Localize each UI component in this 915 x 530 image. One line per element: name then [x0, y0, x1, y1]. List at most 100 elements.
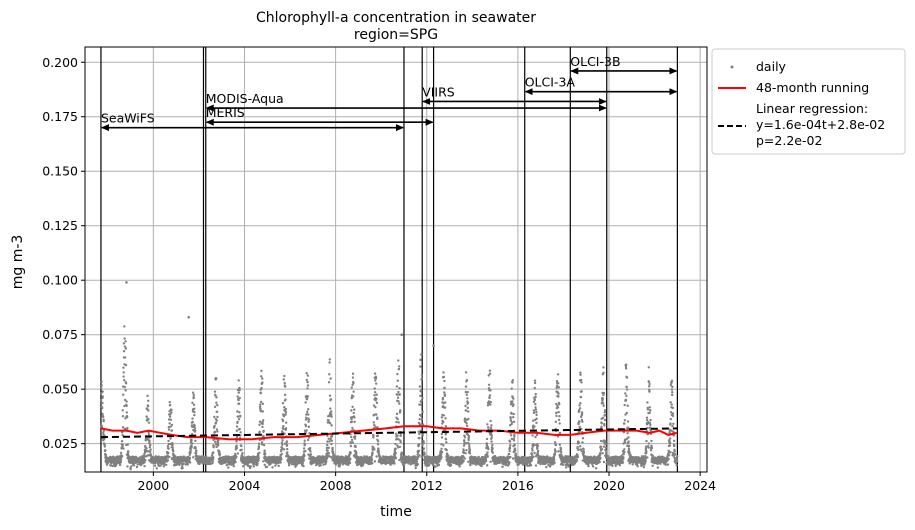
daily-point: [256, 462, 259, 466]
daily-point: [214, 421, 218, 424]
daily-point: [349, 444, 353, 448]
daily-point: [648, 411, 651, 415]
daily-point: [394, 447, 397, 451]
daily-point: [599, 453, 602, 456]
daily-point: [416, 462, 420, 466]
daily-point: [395, 412, 399, 416]
daily-point: [553, 453, 557, 456]
daily-point: [372, 404, 376, 407]
daily-point: [577, 448, 580, 452]
daily-point: [109, 464, 113, 467]
daily-point: [577, 409, 581, 413]
daily-point: [444, 438, 448, 441]
daily-point: [238, 386, 241, 390]
daily-point: [215, 396, 218, 399]
daily-point: [508, 461, 511, 464]
daily-point: [124, 347, 128, 350]
daily-point: [353, 408, 356, 411]
daily-point: [578, 407, 582, 410]
daily-point: [440, 452, 443, 456]
daily-point: [122, 375, 125, 378]
daily-point: [218, 453, 222, 456]
daily-point: [148, 450, 152, 454]
daily-point: [284, 413, 287, 416]
daily-point: [215, 419, 218, 422]
daily-point: [281, 439, 284, 442]
daily-point: [487, 447, 490, 450]
daily-point: [487, 400, 491, 403]
daily-point: [646, 401, 649, 404]
daily-point: [124, 382, 128, 385]
daily-point: [192, 456, 195, 459]
daily-point: [330, 442, 333, 446]
daily-point: [560, 453, 563, 456]
daily-point: [467, 438, 470, 442]
daily-point: [235, 446, 239, 450]
daily-point: [99, 399, 103, 402]
daily-point: [487, 383, 491, 387]
daily-point: [351, 441, 355, 444]
daily-point: [536, 451, 539, 455]
daily-point: [558, 415, 561, 418]
daily-point: [238, 388, 241, 392]
daily-point: [328, 422, 332, 425]
daily-point: [122, 342, 126, 345]
daily-point: [374, 405, 377, 409]
daily-point: [287, 464, 291, 467]
daily-point: [111, 464, 114, 468]
daily-point: [170, 423, 174, 427]
daily-point: [178, 463, 181, 467]
daily-point: [534, 408, 538, 411]
daily-point: [532, 409, 536, 412]
daily-point: [558, 443, 562, 446]
daily-point: [331, 448, 334, 451]
daily-point: [623, 441, 627, 444]
daily-point: [397, 400, 400, 403]
daily-point: [235, 444, 238, 447]
daily-point: [465, 379, 469, 382]
daily-point: [101, 390, 104, 393]
daily-point: [284, 407, 288, 411]
daily-point: [467, 436, 470, 440]
daily-point: [103, 437, 106, 440]
daily-point: [625, 388, 629, 391]
daily-point: [421, 396, 424, 400]
daily-point: [420, 353, 423, 356]
daily-point: [491, 451, 495, 454]
daily-point: [417, 430, 420, 433]
daily-point: [375, 397, 378, 401]
daily-point: [509, 419, 513, 422]
daily-point: [279, 461, 282, 464]
daily-point: [215, 428, 219, 431]
daily-point: [305, 371, 308, 375]
daily-point: [419, 414, 423, 417]
daily-point: [512, 416, 515, 419]
daily-point: [122, 366, 125, 369]
daily-point: [397, 390, 400, 394]
daily-point: [327, 446, 330, 450]
daily-point: [602, 371, 605, 375]
daily-point: [444, 417, 447, 420]
daily-point: [651, 455, 655, 458]
daily-point: [102, 419, 105, 423]
daily-point: [373, 372, 377, 375]
daily-point: [443, 393, 447, 396]
daily-point: [285, 443, 289, 446]
daily-point: [442, 391, 446, 394]
daily-point: [239, 431, 242, 434]
daily-point: [554, 420, 558, 423]
daily-point: [600, 422, 603, 425]
daily-point: [373, 394, 376, 397]
daily-point: [418, 436, 421, 440]
daily-point: [213, 405, 217, 409]
daily-point: [259, 410, 263, 413]
daily-point: [395, 420, 398, 424]
daily-point: [148, 439, 151, 442]
daily-point: [306, 387, 309, 390]
daily-point: [511, 381, 514, 384]
daily-point: [171, 446, 174, 449]
daily-point: [547, 463, 550, 467]
daily-point: [580, 381, 583, 384]
daily-point: [213, 430, 217, 434]
